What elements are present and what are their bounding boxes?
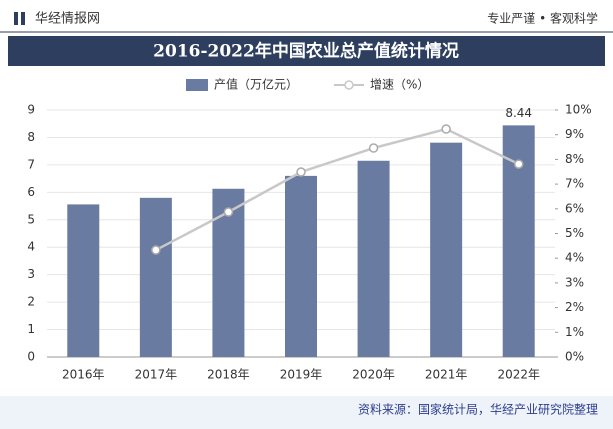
logo-bar — [14, 12, 18, 25]
y2-tick-label: 3% — [565, 275, 584, 289]
x-tick-label: 2022年 — [497, 368, 540, 382]
data-label: 8.44 — [505, 106, 532, 120]
bar — [67, 204, 100, 357]
x-tick-label: 2018年 — [207, 368, 250, 382]
y2-tick-label: 7% — [565, 177, 584, 191]
y-tick-label: 8 — [27, 130, 35, 144]
growth-marker — [223, 207, 234, 217]
x-tick-label: 2020年 — [352, 368, 395, 382]
y-tick-label: 6 — [27, 185, 35, 199]
growth-marker — [368, 143, 379, 153]
y-tick-label: 4 — [27, 240, 35, 254]
x-tick-label: 2021年 — [425, 368, 468, 382]
y-tick-label: 7 — [27, 157, 35, 171]
x-tick-label: 2019年 — [280, 368, 323, 382]
y2-tick-label: 10% — [565, 103, 592, 117]
y2-tick-label: 4% — [565, 251, 584, 265]
bar — [139, 197, 172, 357]
growth-marker — [513, 159, 524, 169]
y2-tick-label: 0% — [565, 350, 584, 364]
footer-band — [0, 396, 613, 429]
y-tick-label: 2 — [27, 295, 35, 309]
x-tick-label: 2017年 — [135, 368, 178, 382]
chart-title: 2016-2022年中国农业总产值统计情况 — [153, 41, 459, 62]
title-bar — [8, 36, 605, 66]
y-tick-label: 1 — [27, 322, 35, 336]
source: 资料来源：国家统计局，华经产业研究院整理 — [358, 402, 598, 417]
y2-tick-label: 5% — [565, 226, 584, 240]
growth-marker — [296, 167, 306, 177]
legend-marker — [344, 80, 354, 90]
legend-swatch — [186, 79, 208, 91]
y2-tick-label: 2% — [565, 300, 584, 314]
y2-tick-label: 8% — [565, 152, 584, 166]
growth-marker — [151, 245, 161, 255]
y2-tick-label: 6% — [565, 201, 584, 215]
y2-tick-label: 1% — [565, 325, 584, 339]
bar — [285, 175, 317, 357]
y-tick-label: 9 — [27, 103, 35, 117]
x-tick-label: 2016年 — [62, 368, 105, 382]
growth-marker — [441, 124, 451, 134]
bar — [430, 142, 463, 357]
y-tick-label: 5 — [27, 212, 35, 226]
slogan: 专业严谨 • 客观科学 — [487, 11, 598, 26]
brand: 华经情报网 — [35, 12, 100, 27]
logo-bar — [21, 12, 25, 25]
y-tick-label: 0 — [27, 350, 35, 364]
legend-label: 增速（%） — [370, 78, 429, 92]
y2-tick-label: 9% — [565, 127, 584, 141]
y-tick-label: 3 — [27, 267, 35, 281]
growth-line — [155, 127, 520, 252]
legend-label: 产值（万亿元） — [214, 77, 298, 92]
bar — [357, 160, 390, 357]
